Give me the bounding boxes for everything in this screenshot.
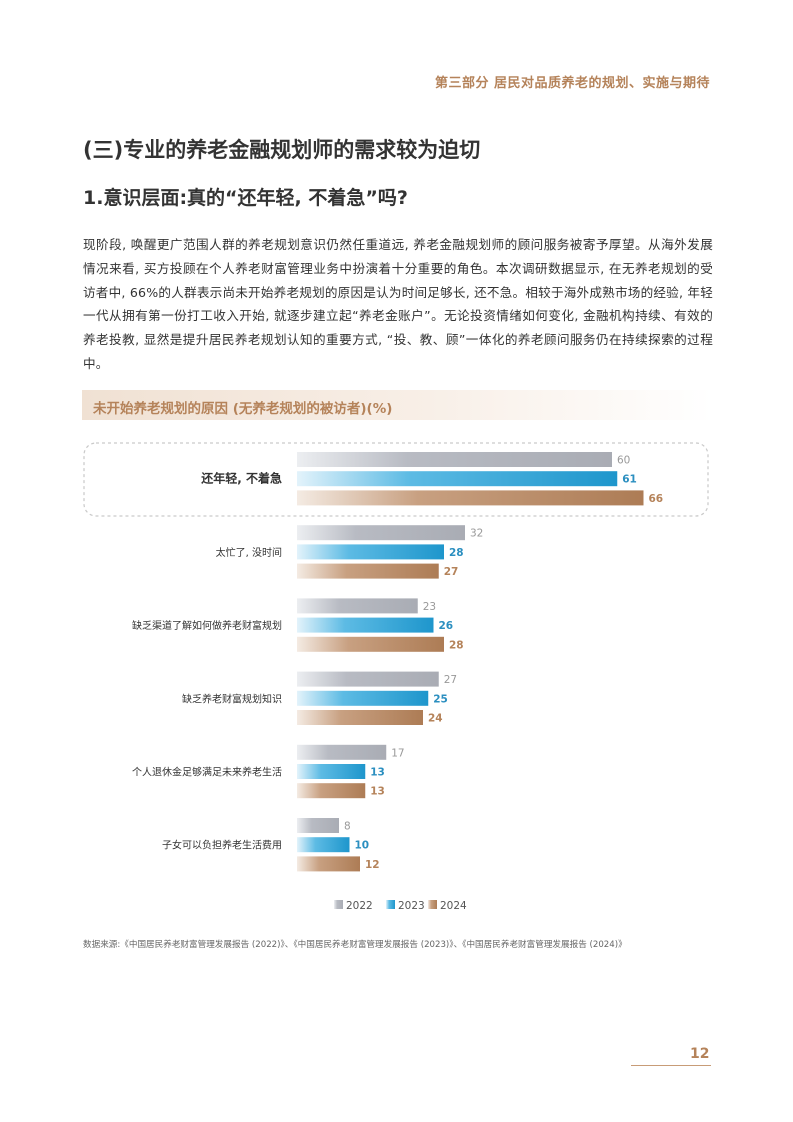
data-label-2024-0: 66 <box>649 493 664 505</box>
data-label-2022-5: 8 <box>344 821 351 833</box>
bar-2023-1 <box>297 544 444 560</box>
data-label-2024-3: 24 <box>428 713 443 725</box>
source-note: 数据来源:《中国居民养老财富管理发展报告 (2022)》、《中国居民养老财富管理… <box>83 940 627 950</box>
bar-2024-3 <box>297 710 423 725</box>
data-label-2024-4: 13 <box>370 786 385 798</box>
data-label-2023-1: 28 <box>449 547 464 559</box>
bar-2024-5 <box>297 856 360 872</box>
category-label: 太忙了, 没时间 <box>216 546 282 559</box>
bar-2024-4 <box>297 783 366 799</box>
category-label: 子女可以负担养老生活费用 <box>162 839 282 852</box>
bar-2024-2 <box>297 636 444 652</box>
chart-title-band <box>82 390 712 420</box>
legend-label-2024: 2024 <box>440 900 467 912</box>
bar-2023-2 <box>297 617 434 633</box>
data-label-2022-4: 17 <box>391 747 404 759</box>
highlight-frame <box>83 442 709 517</box>
category-label: 缺乏养老财富规划知识 <box>182 692 282 705</box>
bar-2023-3 <box>297 690 429 706</box>
bar-2024-0 <box>297 490 644 506</box>
bar-2022-5 <box>297 818 339 833</box>
bar-2022-1 <box>297 525 465 541</box>
data-label-2023-2: 26 <box>439 620 454 632</box>
data-label-2024-1: 27 <box>444 566 459 578</box>
data-label-2023-0: 61 <box>622 474 637 486</box>
bar-2023-4 <box>297 764 366 779</box>
running-header: 第三部分 居民对品质养老的规划、实施与期待 <box>434 76 710 91</box>
data-label-2022-2: 23 <box>423 601 436 613</box>
data-label-2022-1: 32 <box>470 528 483 540</box>
chart-title: 未开始养老规划的原因 (无养老规划的被访者)(%) <box>93 401 393 417</box>
bar-2022-4 <box>297 744 387 760</box>
category-label: 缺乏渠道了解如何做养老财富规划 <box>132 619 282 632</box>
data-label-2024-5: 12 <box>365 859 380 871</box>
category-label: 个人退休金足够满足未来养老生活 <box>132 766 282 779</box>
footer-line <box>631 1065 711 1066</box>
data-label-2024-2: 28 <box>449 639 464 651</box>
data-label-2023-5: 10 <box>355 840 370 852</box>
section-title: (三)专业的养老金融规划师的需求较为迫切 <box>83 138 481 162</box>
bar-2022-3 <box>297 671 439 687</box>
legend-label-2022: 2022 <box>346 900 373 912</box>
data-label-2022-3: 27 <box>444 674 457 686</box>
legend-swatch-2023 <box>386 900 395 909</box>
data-label-2022-0: 60 <box>617 455 630 467</box>
bar-2022-0 <box>297 452 612 467</box>
category-label: 还年轻, 不着急 <box>200 471 282 486</box>
bar-2023-0 <box>297 471 618 487</box>
legend-swatch-2024 <box>428 900 437 909</box>
body-paragraph: 现阶段, 唤醒更广范围人群的养老规划意识仍然任重道远, 养老金融规划师的顾问服务… <box>83 237 713 371</box>
bar-2023-5 <box>297 837 350 853</box>
legend-swatch-2022 <box>334 900 343 909</box>
data-label-2023-4: 13 <box>370 767 385 779</box>
bar-2022-2 <box>297 598 418 614</box>
sub-title: 1.意识层面:真的“还年轻, 不着急”吗? <box>83 187 408 209</box>
page-number: 12 <box>690 1046 710 1062</box>
legend-label-2023: 2023 <box>398 900 425 912</box>
bar-2024-1 <box>297 563 439 579</box>
data-label-2023-3: 25 <box>433 693 448 705</box>
